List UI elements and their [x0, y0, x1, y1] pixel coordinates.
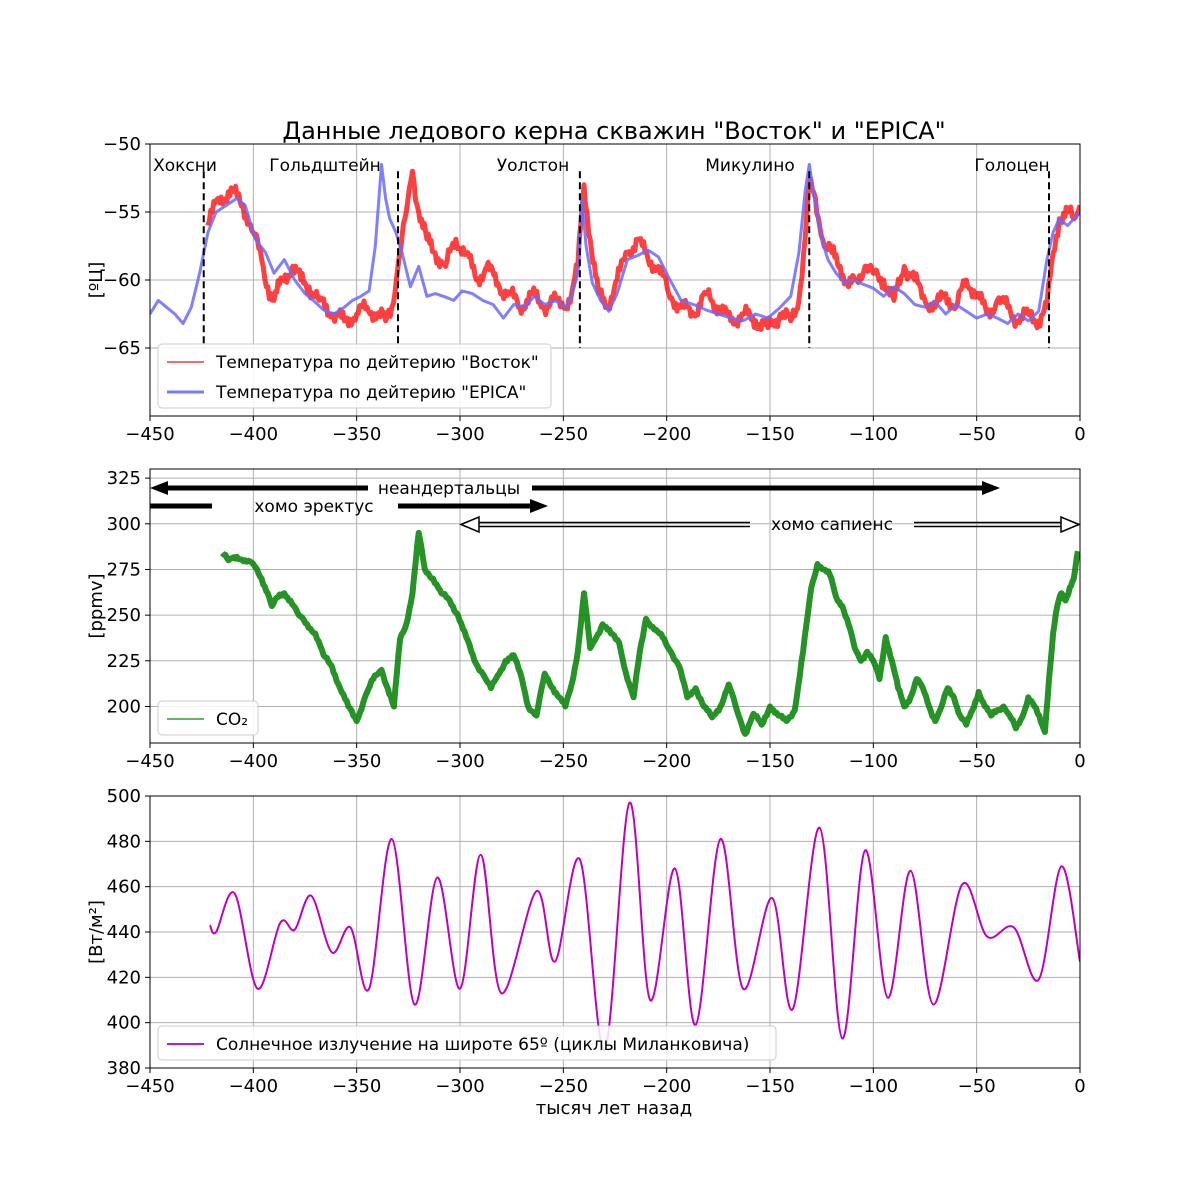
legend-box: [157, 700, 259, 736]
x-tick-label: −50: [958, 424, 996, 445]
y-axis-label: [ºЦ]: [86, 262, 107, 299]
y-tick-label: 400: [107, 1013, 141, 1034]
y-tick-label: −55: [103, 202, 141, 223]
y-tick-label: 420: [107, 967, 141, 988]
legend: CO₂: [157, 700, 259, 736]
interglacial-label: Уолстон: [497, 156, 569, 176]
x-tick-label: −150: [745, 751, 794, 772]
x-tick-label: 0: [1074, 1076, 1085, 1097]
x-tick-label: −350: [332, 751, 381, 772]
legend-label: Температура по дейтерию "Восток": [215, 353, 539, 373]
y-tick-label: 200: [107, 696, 141, 717]
x-tick-label: −400: [229, 751, 278, 772]
x-tick-label: −200: [642, 751, 691, 772]
y-tick-label: 325: [107, 468, 141, 489]
legend-box: [157, 343, 552, 409]
x-tick-label: −100: [849, 424, 898, 445]
y-tick-label: 250: [107, 605, 141, 626]
axes-frame: [149, 468, 1081, 744]
panels: −450 −400 −350 −300 −250 −200 −150 −100 −50 0 −65 −…: [86, 134, 1086, 1097]
y-tick-label: 440: [107, 922, 141, 943]
legend-label: Солнечное излучение на широте 65º (циклы…: [216, 1035, 749, 1055]
x-tick-label: 0: [1074, 424, 1085, 445]
legend-box: [157, 1025, 777, 1061]
y-tick-label: −50: [103, 134, 141, 155]
x-tick-label: −250: [539, 751, 588, 772]
legend: Температура по дейтерию "Восток" Температ…: [157, 343, 552, 409]
interglacial-label: Микулино: [705, 156, 794, 176]
y-tick-label: −65: [103, 338, 141, 359]
x-tick-label: −150: [745, 424, 794, 445]
chart-panel-2: −450 −400 −350 −300 −250 −200 −150 −100 −50 0 200 2…: [86, 468, 1086, 772]
x-tick-label: −450: [125, 751, 174, 772]
hominin-label: хомо эректус: [254, 497, 373, 517]
x-tick-label: −50: [958, 1076, 996, 1097]
x-tick-label: −300: [435, 751, 484, 772]
y-tick-label: 300: [107, 514, 141, 535]
series-line-2: [150, 162, 1080, 325]
arrow-erectus-head: [530, 499, 548, 513]
x-tick-label: −400: [229, 1076, 278, 1097]
x-tick-label: −50: [958, 751, 996, 772]
x-tick-label: −450: [125, 1076, 174, 1097]
arrow-neanderthal-head-right: [982, 481, 1000, 495]
plot-area: [150, 162, 1080, 348]
x-tick-label: −200: [642, 424, 691, 445]
y-tick-label: 275: [107, 559, 141, 580]
chart-panel-1: −450 −400 −350 −300 −250 −200 −150 −100 −50 0 −65 −…: [86, 134, 1086, 445]
x-axis-label: тысяч лет назад: [536, 1098, 692, 1119]
series-line-1: [220, 529, 1080, 737]
y-tick-label: 380: [107, 1058, 141, 1079]
x-tick-label: −300: [435, 424, 484, 445]
legend-label: Температура по дейтерию "EPICA": [215, 383, 526, 403]
hominin-label: хомо сапиенс: [771, 515, 893, 535]
x-tick-label: −300: [435, 1076, 484, 1097]
hominin-label: неандертальцы: [378, 479, 520, 499]
y-tick-label: 225: [107, 651, 141, 672]
arrow-sapiens-head-right: [1060, 515, 1081, 534]
y-axis-label: [Вт/м²]: [86, 900, 107, 964]
arrow-sapiens-head-left: [459, 515, 480, 534]
x-tick-label: −250: [539, 424, 588, 445]
legend: Солнечное излучение на широте 65º (циклы…: [157, 1025, 777, 1061]
axes-frame: [149, 795, 1081, 1069]
y-tick-label: 500: [107, 786, 141, 807]
interglacial-label: Голоцен: [974, 156, 1049, 176]
x-tick-label: −350: [332, 424, 381, 445]
x-tick-label: −450: [125, 424, 174, 445]
y-tick-label: 480: [107, 831, 141, 852]
interglacial-label: Гольдштейн: [269, 156, 381, 176]
x-tick-label: −150: [745, 1076, 794, 1097]
x-tick-label: −350: [332, 1076, 381, 1097]
y-tick-label: 460: [107, 877, 141, 898]
chart-title: Данные ледового керна скважин "Восток" и…: [282, 117, 945, 145]
arrow-neanderthal-head-left: [150, 481, 168, 495]
legend-label: CO₂: [216, 710, 248, 730]
axes-frame: [149, 143, 1081, 417]
x-tick-label: −200: [642, 1076, 691, 1097]
plot-area: [209, 801, 1080, 1051]
chart-panel-3: −450 −400 −350 −300 −250 −200 −150 −100 −50 0 380 4…: [86, 786, 1086, 1097]
x-tick-label: −100: [849, 1076, 898, 1097]
x-tick-label: −250: [539, 1076, 588, 1097]
series-line-1: [209, 801, 1080, 1051]
y-tick-label: −60: [103, 270, 141, 291]
interglacial-label: Хоксни: [153, 156, 217, 176]
x-tick-label: −400: [229, 424, 278, 445]
plot-area: [220, 529, 1080, 737]
x-tick-label: 0: [1074, 751, 1085, 772]
x-tick-label: −100: [849, 751, 898, 772]
y-axis-label: [ppmv]: [86, 573, 107, 638]
